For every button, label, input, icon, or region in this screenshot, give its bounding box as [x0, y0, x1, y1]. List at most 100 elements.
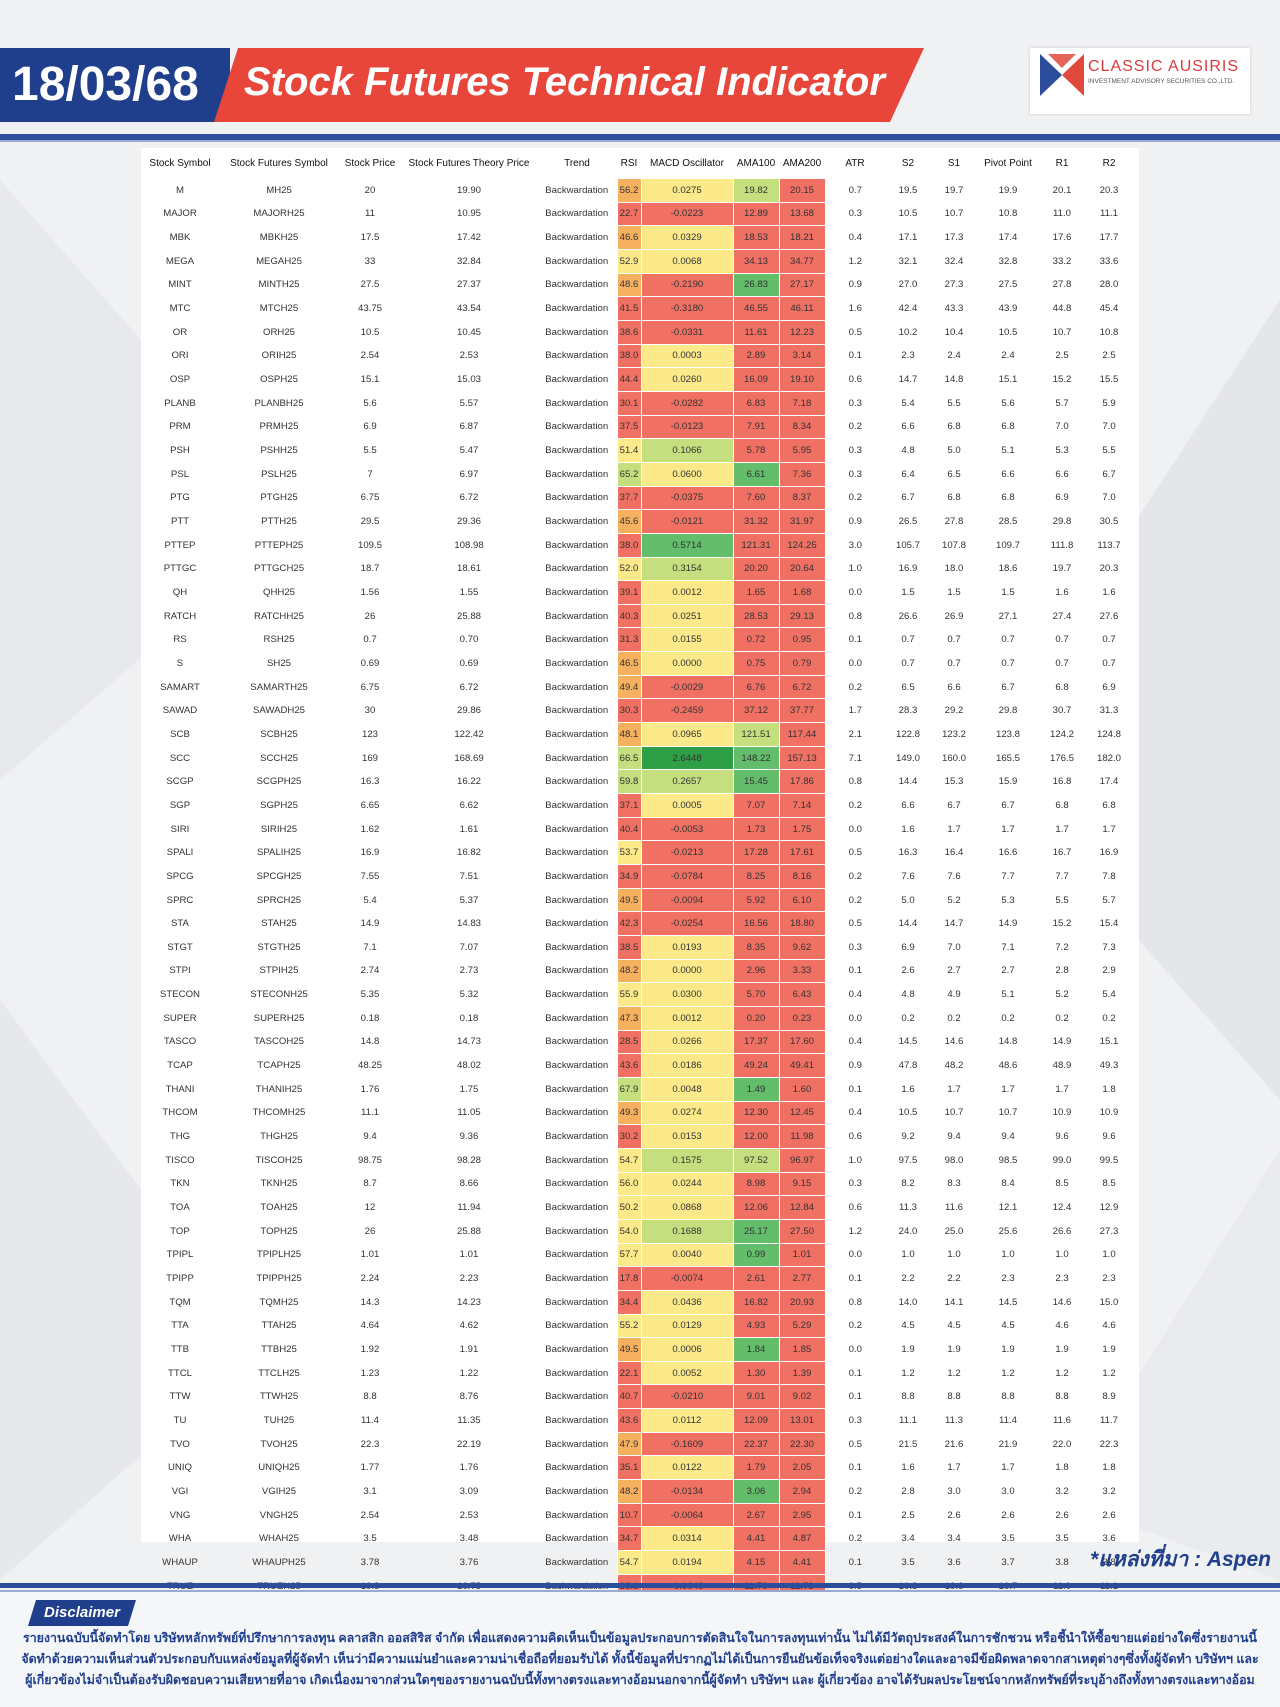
footer-rule [0, 1583, 1280, 1588]
table-cell: 9.4 [947, 1131, 961, 1143]
table-cell: 1.73 [732, 816, 780, 842]
table-cell: 15.4 [1099, 918, 1119, 930]
table-cell: QH [172, 586, 188, 598]
table-cell: 0.70 [459, 634, 479, 646]
table-cell: 7.7 [1055, 870, 1069, 882]
table-cell: STPI [169, 965, 191, 977]
table-cell: WHAUPH25 [252, 1556, 306, 1568]
table-cell: 48.6 [998, 1060, 1018, 1072]
table-cell: 1.2 [1055, 1367, 1069, 1379]
table-cell: 111.8 [1050, 539, 1074, 551]
table-cell: 2.94 [778, 1479, 826, 1504]
table-cell: 2.3 [901, 350, 915, 362]
table-cell: 6.6 [947, 681, 961, 693]
table-cell: 1.2 [1001, 1367, 1015, 1379]
table-cell: TPIPPH25 [256, 1273, 302, 1285]
table-cell: 0.0153 [640, 1124, 734, 1149]
table-cell: 21.9 [998, 1438, 1018, 1450]
table-cell: 15.03 [456, 374, 481, 386]
table-cell: 16.8 [1052, 776, 1072, 788]
table-cell: 6.6 [1001, 468, 1015, 480]
table-cell: 17.3 [944, 232, 964, 244]
table-cell: Backwardation [545, 303, 609, 315]
table-cell: 17.42 [456, 232, 481, 244]
table-cell: 16.6 [998, 847, 1018, 859]
table-cell: 0.9 [848, 1060, 862, 1072]
table-cell: 6.8 [1055, 681, 1069, 693]
table-cell: 8.66 [459, 1178, 479, 1190]
table-cell: 14.9 [360, 918, 380, 930]
table-cell: 0.79 [778, 651, 826, 676]
table-cell: 1.7 [1001, 1462, 1015, 1474]
table-cell: 1.23 [360, 1367, 380, 1379]
table-cell: 0.0193 [640, 935, 734, 960]
table-cell: TOP [170, 1225, 190, 1237]
table-cell: 0.0329 [640, 225, 734, 250]
table-cell: OSPH25 [260, 374, 298, 386]
table-cell: 0.3 [848, 1414, 862, 1426]
table-cell: 4.93 [732, 1313, 780, 1339]
disclaimer-section: Disclaimer รายงานฉบับนี้จัดทำโดย บริษัทห… [0, 1592, 1280, 1707]
table-cell: 0.4 [848, 989, 862, 1001]
table-cell: MEGAH25 [256, 255, 302, 267]
table-cell: 33.2 [1052, 255, 1072, 267]
table-cell: 37.5 [616, 414, 642, 440]
table-cell: 6.65 [360, 799, 380, 811]
table-cell: 1.0 [848, 563, 862, 575]
table-cell: 18.6 [998, 563, 1018, 575]
table-cell: SUPER [163, 1012, 197, 1024]
table-cell: 1.7 [1001, 823, 1015, 835]
table-cell: TTBH25 [261, 1343, 297, 1355]
table-cell: 11.7 [1100, 1414, 1118, 1426]
table-cell: 0.2 [1001, 1012, 1015, 1024]
table-cell: 52.0 [616, 556, 642, 582]
table-cell: 26 [364, 610, 376, 622]
table-cell: 8.4 [1001, 1178, 1015, 1190]
table-cell: PTTH25 [261, 516, 297, 528]
table-cell: 16.82 [732, 1289, 780, 1315]
table-cell: 7 [367, 468, 373, 480]
table-cell: 11.1 [1100, 208, 1118, 220]
table-cell: 49.5 [616, 1337, 642, 1362]
table-cell: 22.3 [1099, 1438, 1119, 1450]
table-cell: 0.1 [848, 965, 862, 977]
table-cell: 109.5 [357, 539, 382, 551]
table-cell: Backwardation [545, 965, 609, 977]
table-cell: 43.9 [998, 303, 1018, 315]
table-cell: 18.7 [360, 563, 380, 575]
table-cell: 43.54 [456, 303, 481, 315]
table-cell: 1.2 [947, 1367, 961, 1379]
table-cell: 0.4 [848, 1036, 862, 1048]
table-cell: TTA [171, 1320, 189, 1332]
table-row: TISCO TISCOH25 98.75 98.28 Backwardation 54.7… [141, 1147, 1133, 1173]
table-cell: 0.0040 [640, 1242, 734, 1268]
table-row: WHA WHAH25 3.5 3.48 Backwardation 34.7 0.0314 4… [141, 1526, 1133, 1552]
table-cell: 29.36 [456, 516, 481, 528]
table-cell: 0.2 [848, 681, 862, 693]
table-cell: 1.8 [1102, 1083, 1116, 1095]
table-cell: 42.3 [616, 911, 642, 936]
table-cell: 1.5 [947, 586, 961, 598]
table-cell: 49.24 [732, 1053, 780, 1078]
table-cell: 1.84 [732, 1337, 780, 1362]
table-cell: 26.6 [1052, 1225, 1072, 1237]
table-cell: 0.0314 [640, 1526, 734, 1552]
table-cell: 20 [364, 184, 376, 196]
table-cell: 0.7 [848, 184, 862, 196]
table-row: STA STAH25 14.9 14.83 Backwardation 42.3 -0.02… [141, 911, 1133, 936]
table-cell: 6.61 [732, 461, 780, 487]
table-cell: 2.6 [1001, 1509, 1015, 1521]
table-cell: 0.6 [848, 1131, 862, 1143]
table-cell: 7.6 [947, 870, 961, 882]
table-cell: 11.6 [945, 1202, 963, 1214]
table-cell: Backwardation [545, 1485, 609, 1497]
table-cell: RSH25 [263, 634, 295, 646]
table-cell: 0.7 [1001, 634, 1015, 646]
table-cell: 4.62 [459, 1320, 479, 1332]
table-cell: Backwardation [545, 184, 609, 196]
column-header: Stock Futures Symbol [230, 157, 328, 169]
table-cell: 3.48 [459, 1533, 479, 1545]
column-header: AMA200 [782, 157, 822, 169]
table-cell: 2.7 [947, 965, 961, 977]
table-cell: 0.0000 [640, 651, 734, 676]
